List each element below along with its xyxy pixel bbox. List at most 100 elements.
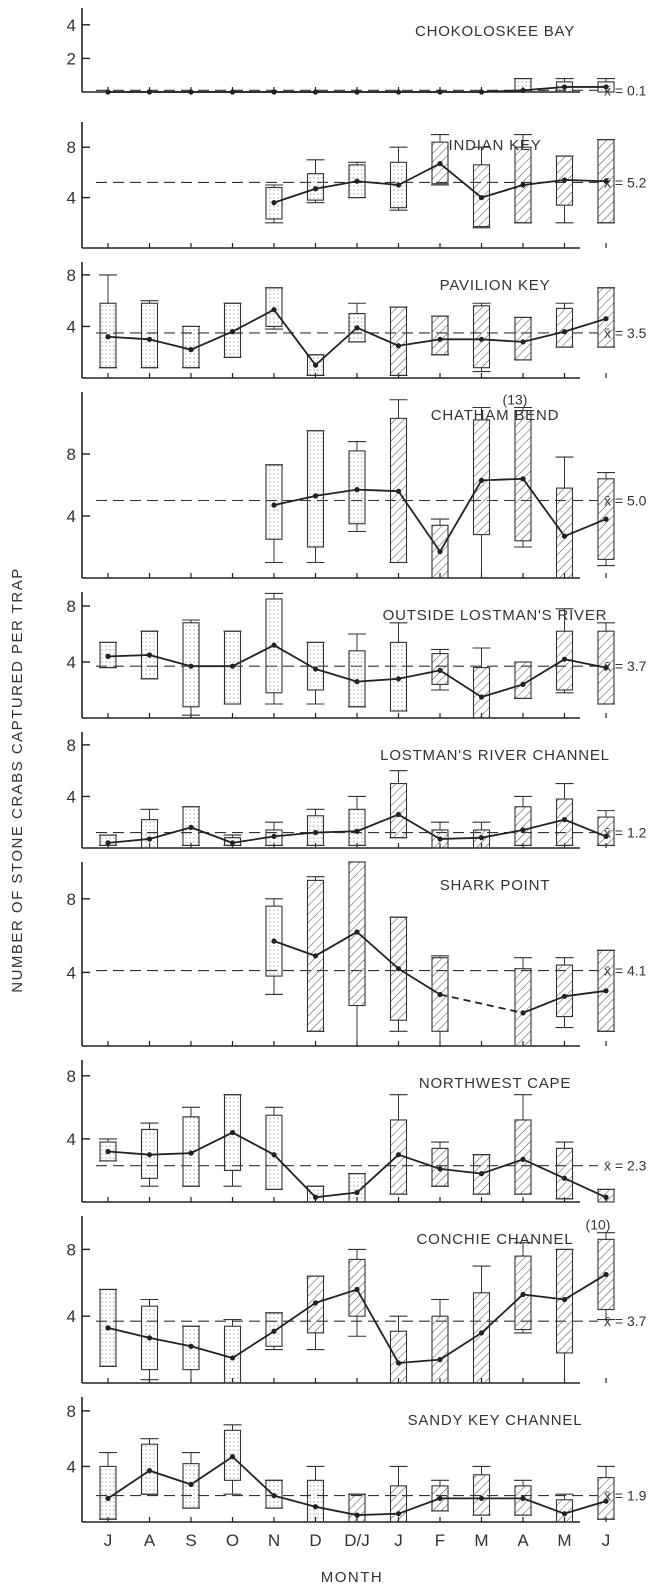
box-body — [348, 1173, 366, 1203]
mean-point — [520, 182, 526, 188]
mean-point — [520, 339, 526, 345]
mean-point — [561, 1175, 568, 1181]
y-tick-label: 8 — [67, 597, 76, 616]
box-a-2 — [140, 1438, 159, 1495]
y-tick-label: 4 — [67, 963, 76, 982]
mean-trend-segment — [356, 180, 399, 186]
box-d-j-7 — [348, 861, 366, 1046]
panel-title: SANDY KEY CHANNEL — [408, 1412, 583, 1429]
mean-point — [271, 833, 277, 840]
mean-trend-segment — [356, 813, 399, 833]
y-axis-title: NUMBER OF STONE CRABS CAPTURED PER TRAP — [9, 567, 26, 993]
mean-point — [105, 89, 111, 95]
y-tick-label: 4 — [67, 16, 76, 35]
mean-point — [437, 549, 443, 555]
y-tick-label: 4 — [67, 507, 76, 526]
mean-trend-segment — [356, 1154, 400, 1194]
mean-point — [354, 679, 360, 685]
mean-point — [312, 829, 319, 836]
y-tick-label: 4 — [67, 189, 76, 208]
month-label: M — [557, 1531, 571, 1550]
y-tick-label: 8 — [67, 138, 76, 157]
y-tick-label: 8 — [67, 445, 76, 464]
box-j-8 — [389, 399, 408, 564]
mean-point — [354, 89, 360, 95]
box-d-6 — [306, 1465, 325, 1523]
panel-4: 4 8 x̄ = 5.0 CHATHAM BEND(13) — [67, 392, 647, 579]
mean-point — [437, 1166, 443, 1172]
mean-trend-segment — [356, 1289, 400, 1364]
mean-point — [437, 1495, 443, 1501]
mean-point — [271, 89, 277, 95]
mean-point — [395, 343, 402, 349]
box-s-3 — [182, 1106, 200, 1187]
mean-point — [437, 160, 443, 167]
mean-trend-segment — [190, 1455, 234, 1486]
box-a-2 — [140, 808, 159, 849]
mean-point — [603, 665, 609, 671]
box-d-j-7 — [348, 441, 366, 533]
panel-7: 4 8 x̄ = 4.1 SHARK POINT — [67, 861, 647, 1047]
mean-point — [146, 1468, 153, 1474]
panel-annotation: (13) — [503, 392, 528, 408]
mean-point — [354, 929, 360, 935]
mean-trend-segment — [107, 1327, 150, 1339]
mean-point — [437, 667, 443, 674]
box-j-8 — [389, 770, 408, 839]
panel-title: CHATHAM BEND — [431, 407, 560, 424]
box-d-j-7 — [348, 302, 366, 343]
mean-point — [229, 1129, 236, 1136]
mean-point — [437, 1357, 443, 1363]
y-tick-label: 4 — [67, 1130, 76, 1149]
mean-point — [478, 1171, 485, 1177]
mean-point — [354, 487, 360, 493]
box-o-4 — [223, 1424, 242, 1495]
mean-point — [478, 477, 485, 483]
box-o-4 — [223, 1318, 242, 1384]
mean-point — [271, 1493, 277, 1499]
box-a-11 — [514, 795, 532, 846]
box-j-1 — [99, 1452, 117, 1520]
mean-trend-segment — [232, 308, 275, 333]
month-label: J — [104, 1531, 113, 1550]
box-s-3 — [182, 1325, 200, 1383]
box-j-13 — [597, 810, 615, 846]
mean-point — [312, 1504, 319, 1510]
mean-point — [478, 835, 485, 841]
mean-trend-segment — [273, 1302, 317, 1332]
mean-trend-segment — [481, 683, 524, 698]
box-body — [389, 1330, 408, 1384]
box-n-5 — [265, 464, 283, 564]
mean-point — [229, 1454, 236, 1460]
mean-point — [437, 991, 443, 998]
panel-3: 4 8 x̄ = 3.5 PAVILION KEY — [67, 262, 647, 379]
box-d-j-7 — [348, 633, 366, 708]
mean-point — [271, 1328, 277, 1334]
box-d-6 — [306, 1185, 325, 1203]
panel-1: 2 4 x̄ = 0.1 CHOKOLOSKEE BAY — [67, 8, 647, 98]
mean-trend-segment — [273, 187, 316, 204]
mean-trend-segment — [439, 669, 482, 698]
box-d-6 — [306, 159, 325, 204]
mean-trend-segment — [481, 338, 524, 343]
mean-point — [561, 1296, 568, 1303]
panel-title: LOSTMAN'S RIVER CHANNEL — [380, 747, 610, 764]
mean-trend-segment — [356, 488, 399, 493]
month-label: S — [185, 1531, 196, 1550]
mean-trend-segment — [356, 931, 400, 970]
box-body — [306, 1479, 325, 1523]
mean-point — [520, 681, 526, 688]
box-j-8 — [389, 622, 408, 712]
mean-label: x̄ = 4.1 — [604, 963, 647, 979]
box-d-6 — [306, 808, 325, 846]
mean-point — [603, 84, 609, 90]
y-tick-label: 8 — [67, 736, 76, 755]
mean-trend-segment — [190, 1345, 233, 1359]
mean-point — [561, 656, 568, 662]
mean-point — [520, 1156, 526, 1162]
mean-trend-segment — [398, 1497, 441, 1515]
mean-point — [188, 824, 194, 830]
box-d-6 — [306, 1275, 325, 1351]
mean-trend-segment — [564, 518, 607, 537]
mean-point — [146, 652, 153, 658]
